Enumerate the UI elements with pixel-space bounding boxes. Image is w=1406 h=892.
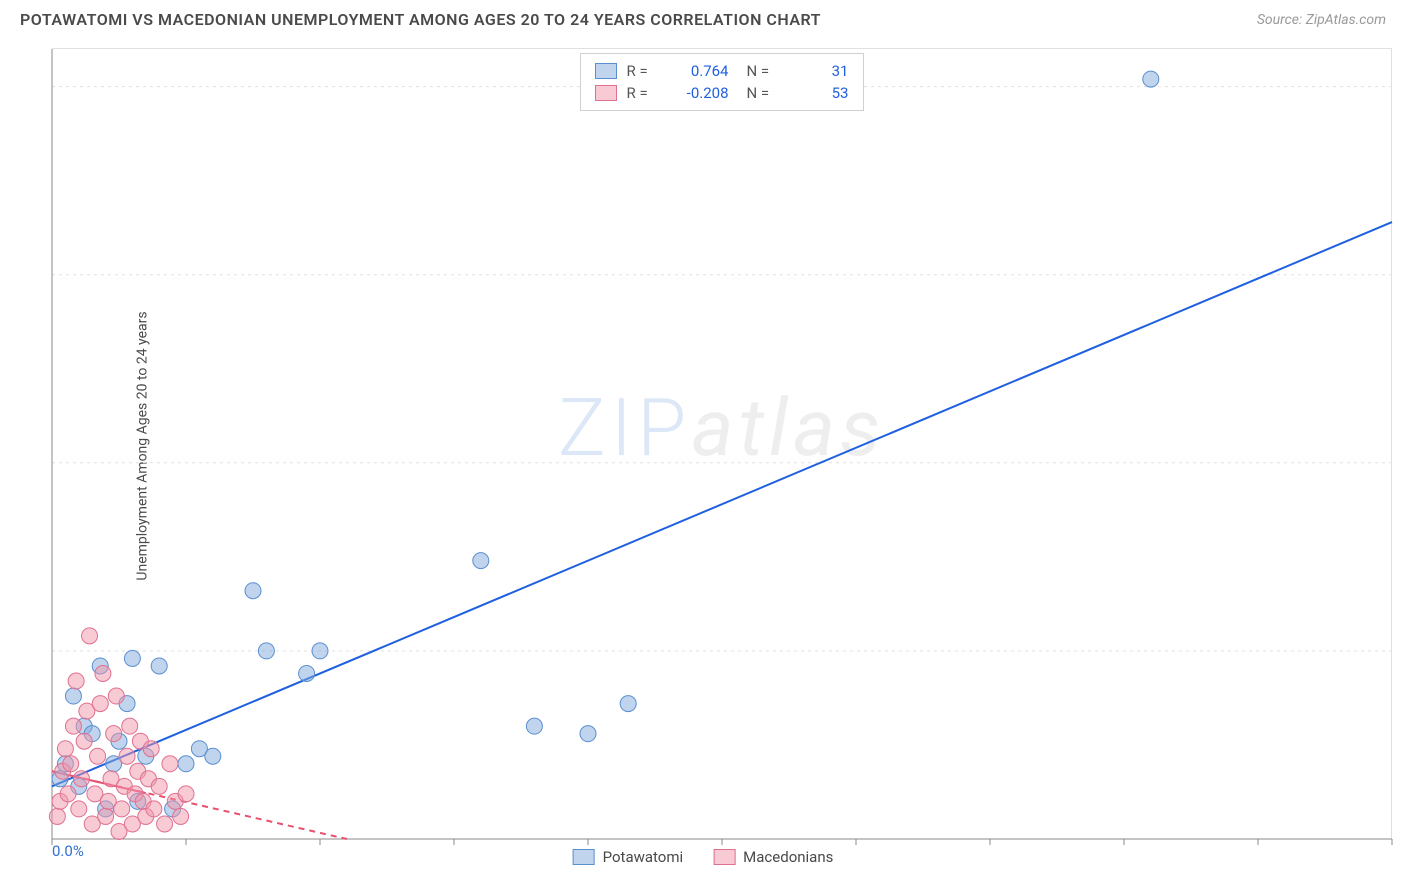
chart-source: Source: ZipAtlas.com	[1257, 12, 1386, 28]
n-value-pink: 53	[787, 84, 849, 102]
chart-plot-area: ZIPatlas R = 0.764 N = 31 R = -0.208 N =…	[52, 48, 1392, 838]
legend-label-macedonians: Macedonians	[743, 848, 833, 866]
chart-header: POTAWATOMI VS MACEDONIAN UNEMPLOYMENT AM…	[0, 0, 1406, 29]
r-value-blue: 0.764	[667, 62, 729, 80]
r-label: R =	[627, 84, 657, 102]
swatch-blue-icon	[573, 849, 595, 865]
r-label: R =	[627, 62, 657, 80]
r-value-pink: -0.208	[667, 84, 729, 102]
swatch-pink-icon	[595, 85, 617, 101]
legend-label-potawatomi: Potawatomi	[603, 848, 684, 866]
correlation-legend: R = 0.764 N = 31 R = -0.208 N = 53	[580, 53, 864, 111]
swatch-blue-icon	[595, 63, 617, 79]
series-legend: Potawatomi Macedonians	[573, 848, 834, 866]
legend-item-potawatomi: Potawatomi	[573, 848, 684, 866]
scatter-svg	[52, 49, 1392, 839]
legend-row-macedonians: R = -0.208 N = 53	[595, 82, 849, 104]
swatch-pink-icon	[713, 849, 735, 865]
n-label: N =	[747, 62, 777, 80]
legend-item-macedonians: Macedonians	[713, 848, 833, 866]
n-value-blue: 31	[787, 62, 849, 80]
legend-row-potawatomi: R = 0.764 N = 31	[595, 60, 849, 82]
n-label: N =	[747, 84, 777, 102]
chart-title: POTAWATOMI VS MACEDONIAN UNEMPLOYMENT AM…	[20, 10, 821, 29]
x-tick-label: 0.0%	[52, 842, 84, 860]
